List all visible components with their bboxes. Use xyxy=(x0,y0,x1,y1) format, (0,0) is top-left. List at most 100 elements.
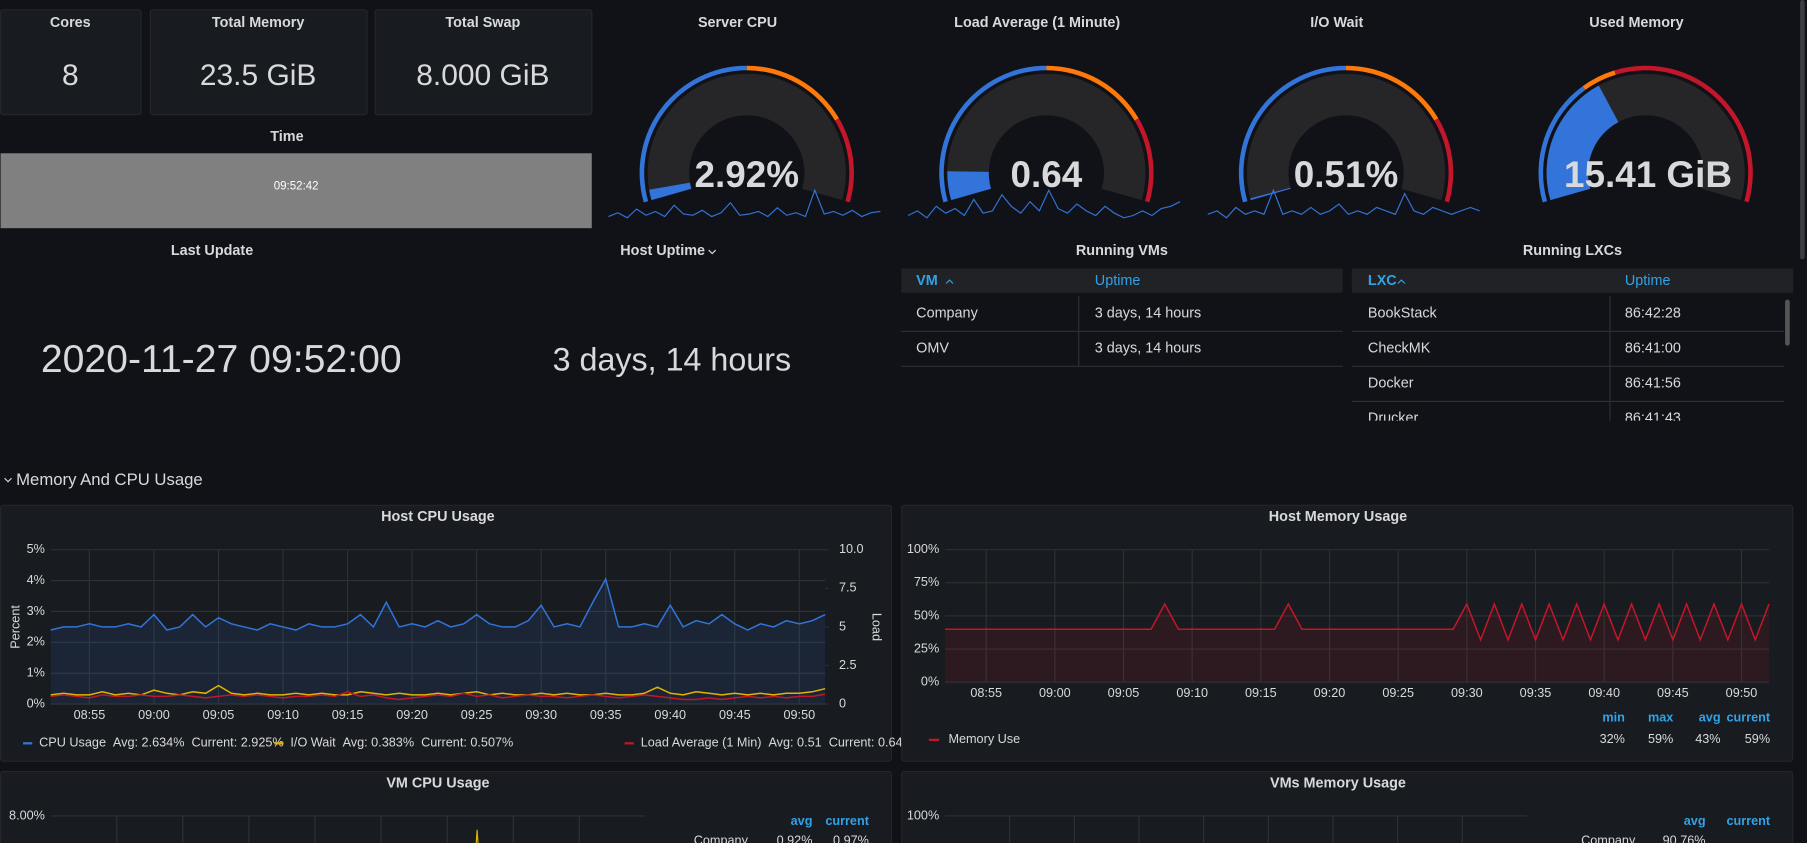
x-tick-label: 09:05 xyxy=(203,708,235,722)
x-tick-label: 09:30 xyxy=(1451,686,1483,700)
table-header xyxy=(1351,268,1794,293)
legend-label: Memory Use xyxy=(948,732,1020,746)
table-cell: 86:42:28 xyxy=(1625,305,1681,321)
y2-tick-label: 5 xyxy=(839,619,846,633)
panel-title: Host Uptime xyxy=(620,243,705,259)
y-tick-label: 0% xyxy=(27,696,45,710)
legend-value: 90.76% xyxy=(1663,834,1706,843)
table-cell: OMV xyxy=(916,340,949,356)
panel-title: Last Update xyxy=(171,243,253,259)
line xyxy=(50,691,826,701)
y2-tick-label: 7.5 xyxy=(839,581,857,595)
panel xyxy=(901,504,1794,762)
sparkline xyxy=(608,188,881,219)
gauge-threshold xyxy=(746,65,839,121)
time-value: 09:52:42 xyxy=(274,181,319,193)
chevron-icon xyxy=(708,249,717,255)
line xyxy=(475,829,479,843)
y2-tick-label: 0 xyxy=(839,696,846,710)
line xyxy=(50,577,826,631)
panel xyxy=(0,770,892,843)
gauge-fill xyxy=(649,182,692,201)
panel-title: Host CPU Usage xyxy=(381,509,495,525)
table-body: BookStack 86:42:28 CheckMK 86:41:00 Docker 86… xyxy=(1351,296,1784,426)
table-cell: Company xyxy=(916,305,978,321)
y-tick-label: 75% xyxy=(914,575,939,589)
panel xyxy=(374,9,593,116)
legend-value: 32% xyxy=(1600,732,1625,746)
legend-value: 59% xyxy=(1745,732,1770,746)
x-tick-label: 09:20 xyxy=(396,708,428,722)
sort-icon xyxy=(1397,279,1406,284)
x-tick-label: 09:10 xyxy=(1176,686,1208,700)
column-header: LXC xyxy=(1368,273,1397,289)
time-box xyxy=(0,153,592,229)
legend-value: 43% xyxy=(1695,732,1720,746)
panel xyxy=(149,9,368,116)
y-tick-label: 2% xyxy=(27,635,45,649)
gauge-threshold xyxy=(1346,65,1439,121)
legend-label: Company xyxy=(1581,834,1636,843)
gauge-track xyxy=(647,73,846,201)
x-tick-label: 09:50 xyxy=(783,708,815,722)
gauge-title: Used Memory xyxy=(1589,15,1683,31)
stat-title: Cores xyxy=(50,15,91,31)
gauge-threshold xyxy=(1582,70,1616,90)
gauge-track xyxy=(947,73,1146,201)
table-cell: CheckMK xyxy=(1368,340,1431,356)
axis-label: Load xyxy=(869,613,883,641)
table-cell: 86:41:56 xyxy=(1625,375,1681,391)
legend-header: current xyxy=(825,814,869,828)
y-tick-label: 100% xyxy=(907,808,939,822)
gauge-threshold xyxy=(1614,65,1753,203)
y-tick-label: 50% xyxy=(914,608,939,622)
y-tick-label: 4% xyxy=(27,573,45,587)
y-tick-label: 5% xyxy=(27,542,45,556)
row-title: Memory And CPU Usage xyxy=(16,470,203,489)
table-header xyxy=(901,268,1343,293)
panel-title: Running LXCs xyxy=(1523,243,1622,259)
x-tick-label: 09:20 xyxy=(1314,686,1346,700)
gauge-title: Server CPU xyxy=(698,15,777,31)
x-tick-label: 09:05 xyxy=(1108,686,1140,700)
gauge-fill xyxy=(1546,85,1619,201)
column-header: Uptime xyxy=(1095,273,1141,289)
x-tick-label: 09:35 xyxy=(1520,686,1552,700)
x-tick-label: 09:00 xyxy=(138,708,170,722)
x-tick-label: 09:10 xyxy=(267,708,299,722)
y-tick-label: 1% xyxy=(27,666,45,680)
gauge-value: 0.64 xyxy=(1011,154,1083,195)
panel-title: VM CPU Usage xyxy=(386,775,489,791)
table-cell: Drucker xyxy=(1368,410,1419,426)
legend-header: avg xyxy=(791,814,813,828)
chevron-icon xyxy=(4,477,12,483)
y-tick-label: 100% xyxy=(907,542,939,556)
gauge-threshold xyxy=(835,118,854,203)
column-header: VM xyxy=(916,273,938,289)
scrollbar xyxy=(1785,299,1790,346)
scrollbar xyxy=(1800,0,1805,260)
x-tick-label: 09:35 xyxy=(590,708,622,722)
gauge-threshold xyxy=(1046,65,1139,121)
x-tick-label: 09:50 xyxy=(1726,686,1758,700)
x-tick-label: 09:45 xyxy=(719,708,751,722)
legend-label: Company xyxy=(694,834,749,843)
x-tick-label: 09:00 xyxy=(1039,686,1071,700)
y-tick-label: 8.00% xyxy=(9,808,45,822)
y-tick-label: 3% xyxy=(27,604,45,618)
sort-icon xyxy=(945,279,954,284)
sparkline xyxy=(1207,188,1480,219)
gauge-threshold xyxy=(1538,86,1586,203)
legend-header: avg xyxy=(1699,710,1721,724)
sparkline xyxy=(907,188,1181,219)
panel-title: Running VMs xyxy=(1076,243,1168,259)
legend-label: Load Average (1 Min) xyxy=(641,736,762,750)
x-tick-label: 09:45 xyxy=(1657,686,1689,700)
axis-label: Percent xyxy=(8,605,22,649)
uptime-value: 3 days, 14 hours xyxy=(553,341,791,377)
x-tick-label: 09:25 xyxy=(461,708,493,722)
column-header: Uptime xyxy=(1625,273,1671,289)
table-cell: BookStack xyxy=(1368,305,1438,321)
x-tick-label: 09:30 xyxy=(525,708,557,722)
stat-title: Total Memory xyxy=(212,15,305,31)
